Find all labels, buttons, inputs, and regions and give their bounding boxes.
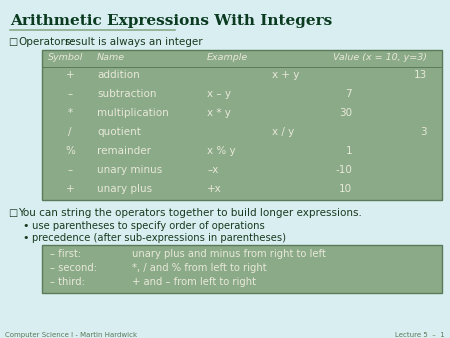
Text: *, / and % from left to right: *, / and % from left to right xyxy=(132,263,266,273)
Text: □: □ xyxy=(8,208,17,218)
Text: unary plus and minus from right to left: unary plus and minus from right to left xyxy=(132,249,326,259)
Text: 1: 1 xyxy=(346,146,352,156)
Text: 30: 30 xyxy=(339,108,352,118)
Text: 3: 3 xyxy=(420,127,427,137)
Text: 10: 10 xyxy=(339,184,352,194)
Text: 7: 7 xyxy=(346,89,352,99)
Text: – third:: – third: xyxy=(50,277,85,287)
Text: •: • xyxy=(22,221,28,231)
Text: multiplication: multiplication xyxy=(97,108,169,118)
Text: result is always an integer: result is always an integer xyxy=(65,37,202,47)
Text: /: / xyxy=(68,127,72,137)
Text: Computer Science I - Martin Hardwick: Computer Science I - Martin Hardwick xyxy=(5,332,137,338)
Text: %: % xyxy=(65,146,75,156)
Text: 13: 13 xyxy=(414,70,427,80)
Text: Value (x = 10, y=3): Value (x = 10, y=3) xyxy=(333,53,427,62)
Text: subtraction: subtraction xyxy=(97,89,157,99)
Text: x % y: x % y xyxy=(207,146,236,156)
Text: Lecture 5  –  1: Lecture 5 – 1 xyxy=(395,332,445,338)
Text: – first:: – first: xyxy=(50,249,81,259)
Text: addition: addition xyxy=(97,70,140,80)
FancyBboxPatch shape xyxy=(42,50,442,200)
Text: x * y: x * y xyxy=(207,108,231,118)
Text: x – y: x – y xyxy=(207,89,231,99)
Text: -10: -10 xyxy=(335,165,352,175)
Text: precedence (after sub-expressions in parentheses): precedence (after sub-expressions in par… xyxy=(32,233,286,243)
Text: use parentheses to specify order of operations: use parentheses to specify order of oper… xyxy=(32,221,265,231)
Text: quotient: quotient xyxy=(97,127,141,137)
Text: –: – xyxy=(68,165,72,175)
Text: Arithmetic Expressions With Integers: Arithmetic Expressions With Integers xyxy=(10,14,332,28)
Text: □: □ xyxy=(8,37,17,47)
Text: Operators:: Operators: xyxy=(18,37,74,47)
Text: –: – xyxy=(68,89,72,99)
Text: + and – from left to right: + and – from left to right xyxy=(132,277,256,287)
Text: Example: Example xyxy=(207,53,248,62)
Text: +x: +x xyxy=(207,184,222,194)
Text: unary minus: unary minus xyxy=(97,165,162,175)
Text: –x: –x xyxy=(207,165,218,175)
Text: *: * xyxy=(68,108,72,118)
Text: You can string the operators together to build longer expressions.: You can string the operators together to… xyxy=(18,208,362,218)
Text: – second:: – second: xyxy=(50,263,97,273)
Text: •: • xyxy=(22,233,28,243)
Text: x / y: x / y xyxy=(272,127,294,137)
Text: +: + xyxy=(66,70,74,80)
Text: x + y: x + y xyxy=(272,70,299,80)
Text: +: + xyxy=(66,184,74,194)
FancyBboxPatch shape xyxy=(42,245,442,293)
Text: Symbol: Symbol xyxy=(48,53,83,62)
Text: unary plus: unary plus xyxy=(97,184,152,194)
Text: Name: Name xyxy=(97,53,125,62)
Text: remainder: remainder xyxy=(97,146,151,156)
